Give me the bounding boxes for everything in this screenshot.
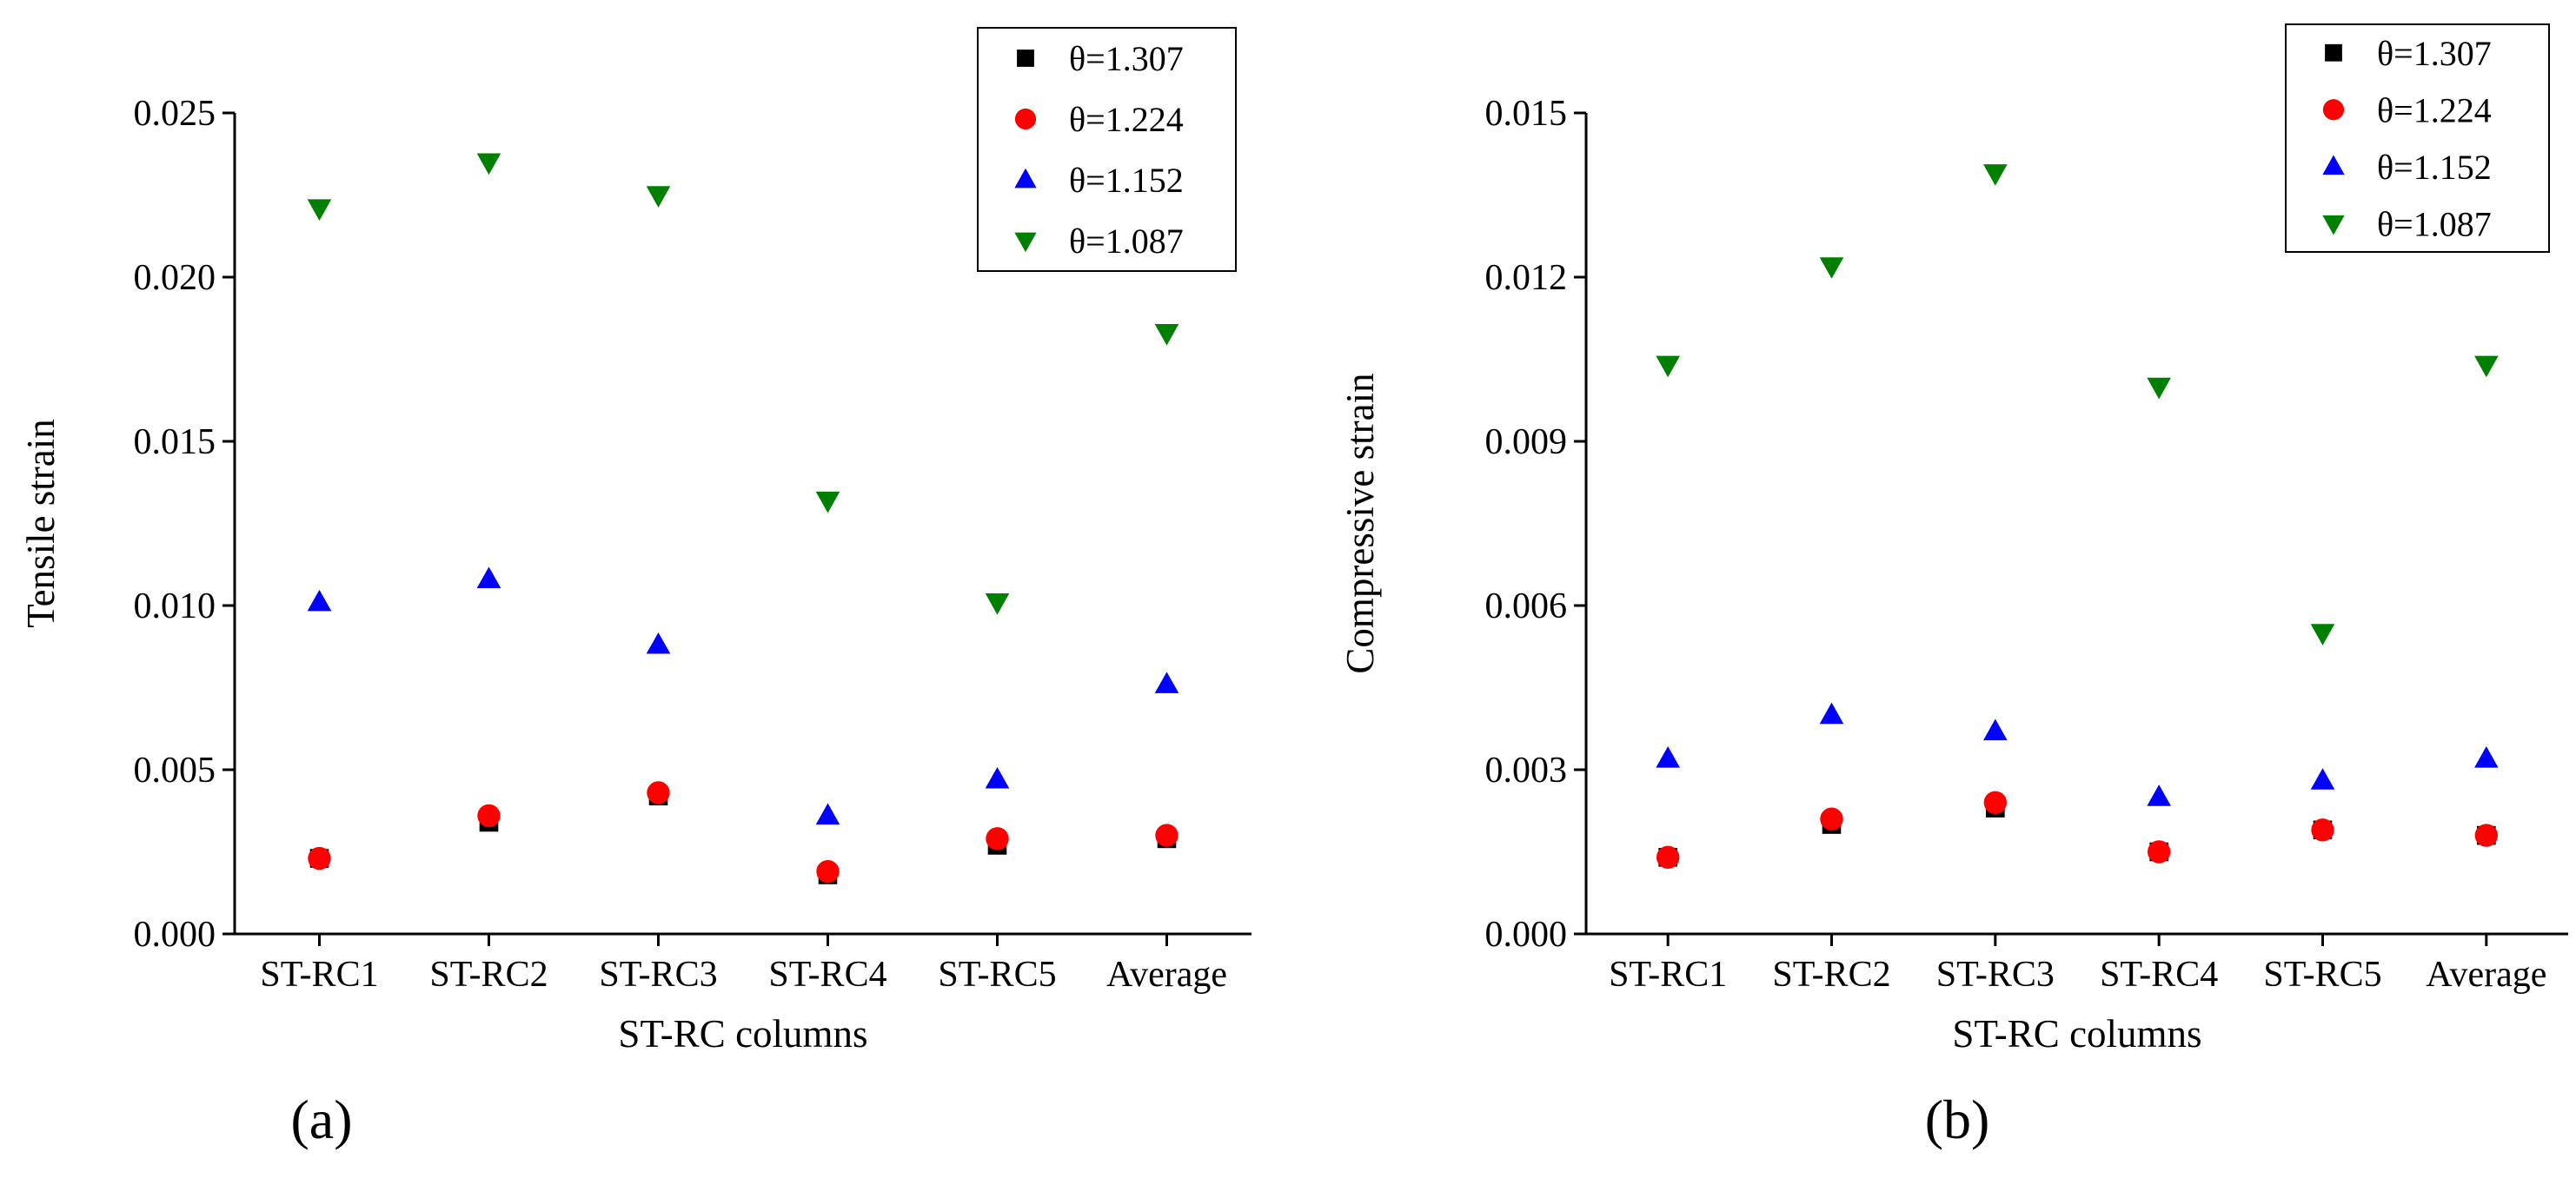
y-tick-label: 0.000: [1485, 915, 1568, 955]
y-tick-label: 0.015: [134, 422, 216, 462]
y-tick-label: 0.015: [1485, 94, 1568, 134]
data-point: [1656, 746, 1680, 768]
x-tick-label: ST-RC4: [768, 955, 886, 995]
x-tick-label: ST-RC2: [1772, 955, 1890, 995]
data-point: [815, 491, 840, 513]
data-point: [477, 804, 501, 828]
data-point: [2147, 840, 2171, 864]
x-tick-label: ST-RC3: [1936, 955, 2055, 995]
data-point: [986, 827, 1009, 851]
legend-label: θ=1.152: [2377, 148, 2492, 187]
data-point: [308, 846, 331, 871]
data-point: [647, 781, 670, 804]
data-point: [476, 566, 501, 588]
data-point: [1154, 324, 1179, 346]
legend-label: θ=1.087: [1069, 222, 1184, 261]
legend-label: θ=1.224: [1069, 100, 1184, 139]
y-tick-label: 0.003: [1485, 751, 1568, 791]
data-point: [1819, 257, 1844, 279]
y-tick-label: 0.010: [134, 586, 216, 626]
data-point: [1154, 672, 1179, 693]
legend-box: [2285, 23, 2550, 253]
panel-label: (b): [1925, 1089, 1990, 1150]
legend-marker: [2322, 155, 2345, 175]
data-point: [2311, 818, 2334, 842]
x-axis-title: ST-RC columns: [618, 1012, 867, 1056]
legend-marker: [2325, 43, 2342, 62]
data-point: [815, 803, 840, 825]
data-point: [2147, 377, 2171, 400]
data-point: [1983, 164, 2008, 186]
y-tick-label: 0.006: [1485, 586, 1568, 626]
data-point: [1820, 807, 1843, 831]
data-point: [476, 153, 501, 175]
data-point: [1656, 845, 1680, 869]
data-point: [646, 632, 671, 654]
data-point: [1155, 824, 1178, 847]
legend-label: θ=1.224: [2377, 90, 2492, 129]
x-axis-title: ST-RC columns: [1952, 1012, 2201, 1056]
x-tick-label: ST-RC3: [599, 955, 717, 995]
y-tick-label: 0.025: [134, 94, 216, 134]
y-axis-title: Tensile strain: [19, 419, 63, 628]
data-point: [985, 593, 1010, 615]
x-tick-label: ST-RC2: [429, 955, 548, 995]
legend-marker: [1014, 232, 1037, 253]
data-point: [816, 859, 840, 884]
data-point: [2474, 355, 2499, 378]
legend-box: [977, 27, 1237, 272]
y-tick-label: 0.009: [1485, 422, 1568, 462]
legend-marker: [1014, 168, 1037, 189]
x-tick-label: ST-RC4: [2100, 955, 2218, 995]
legend-label: θ=1.307: [1069, 39, 1184, 78]
x-tick-label: Average: [2426, 955, 2546, 995]
data-point: [1656, 355, 1680, 378]
legend-marker: [2322, 99, 2345, 121]
legend-label: θ=1.152: [1069, 161, 1184, 200]
data-point: [307, 589, 332, 612]
x-tick-label: ST-RC1: [1609, 955, 1727, 995]
legend-label: θ=1.087: [2377, 204, 2492, 243]
chart-b: 0.000 0.003 0.006 0.009 0.012 0.015 ST-RC1 ST-R…: [1338, 23, 2568, 1150]
x-tick-label: ST-RC5: [938, 955, 1056, 995]
data-point: [1983, 791, 2008, 814]
data-point: [2147, 784, 2171, 806]
legend-marker: [1017, 50, 1034, 67]
data-point: [2474, 824, 2499, 847]
x-tick-label: ST-RC5: [2263, 955, 2381, 995]
legend-marker: [1014, 108, 1037, 130]
y-tick-label: 0.000: [134, 915, 216, 955]
chart-a: 0.000 0.005 0.010 0.015 0.020 0.025 ST-RC1 ST-R…: [19, 27, 1251, 1150]
data-point: [2474, 746, 2499, 768]
legend-marker: [2322, 215, 2345, 235]
y-axis-title: Compressive strain: [1338, 373, 1382, 673]
data-point: [646, 186, 671, 208]
x-tick-label: Average: [1106, 955, 1227, 995]
data-point: [985, 766, 1010, 789]
y-tick-label: 0.012: [1485, 258, 1568, 298]
data-point: [2310, 624, 2335, 645]
data-point: [1819, 702, 1844, 725]
y-tick-label: 0.020: [134, 258, 216, 298]
x-tick-label: ST-RC1: [260, 955, 378, 995]
data-point: [307, 199, 332, 222]
data-point: [1983, 718, 2008, 741]
data-point: [2310, 768, 2335, 790]
y-tick-label: 0.005: [134, 751, 216, 791]
panel-label: (a): [290, 1089, 352, 1150]
legend-label: θ=1.307: [2377, 34, 2492, 73]
